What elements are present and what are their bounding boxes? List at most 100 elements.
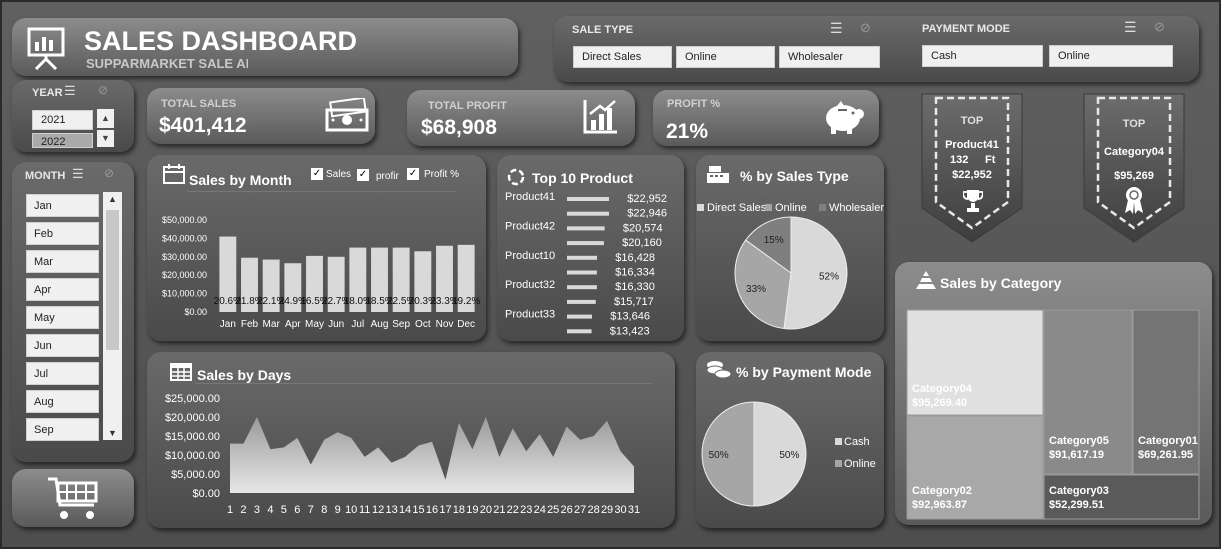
clear-filter-icon[interactable]: ⊘ bbox=[1154, 19, 1165, 34]
month-jan[interactable]: Jan bbox=[26, 194, 99, 217]
data-label: 21.8% bbox=[235, 296, 263, 307]
y-tick-label: Product33 bbox=[505, 309, 555, 321]
data-label: $16,428 bbox=[615, 252, 655, 264]
chart-title: Top 10 Product bbox=[532, 170, 633, 186]
top-category-value: $95,269 bbox=[1114, 170, 1154, 182]
legend-swatch bbox=[835, 460, 842, 467]
bar bbox=[567, 241, 604, 246]
multi-select-icon[interactable]: ☰ bbox=[72, 166, 84, 181]
year-2021[interactable]: 2021 bbox=[32, 110, 93, 130]
tile-value: $91,617.19 bbox=[1049, 449, 1104, 461]
x-tick-label: 7 bbox=[308, 504, 314, 516]
sales-by-category-treemap: Category04 $95,269.40 Category02 $92,963.87… bbox=[906, 309, 1200, 520]
scroll-down-button[interactable]: ▼ bbox=[108, 428, 117, 438]
x-tick-label: 1 bbox=[227, 504, 233, 516]
pie-slice bbox=[783, 216, 848, 330]
top-product-qty: 132 bbox=[950, 154, 969, 166]
x-tick-label: 23 bbox=[520, 504, 532, 516]
top-10-product-panel: Top 10 Product $22,952 Product41 $22,946 $2… bbox=[497, 155, 684, 341]
year-2022[interactable]: 2022 bbox=[32, 133, 93, 148]
chart-title: % by Payment Mode bbox=[736, 364, 872, 380]
dashboard-title: SALES DASHBOARD bbox=[84, 26, 358, 56]
top-product-value: $22,952 bbox=[952, 169, 992, 181]
kpi-value: $401,412 bbox=[159, 114, 247, 137]
multi-select-icon[interactable]: ☰ bbox=[1124, 19, 1137, 35]
multi-select-icon[interactable]: ☰ bbox=[64, 83, 76, 98]
month-jun[interactable]: Jun bbox=[26, 334, 99, 357]
clear-filter-icon[interactable]: ⊘ bbox=[98, 83, 109, 97]
data-label: 52% bbox=[819, 271, 839, 282]
treemap-tile bbox=[1043, 474, 1200, 520]
area-series bbox=[230, 417, 634, 493]
bar bbox=[436, 245, 453, 312]
data-label: $15,717 bbox=[614, 296, 654, 308]
scroll-up-button[interactable]: ▲ bbox=[97, 109, 114, 128]
data-label: $16,330 bbox=[615, 281, 655, 293]
bar bbox=[241, 257, 258, 312]
month-apr[interactable]: Apr bbox=[26, 278, 99, 301]
scroll-down-button[interactable]: ▼ bbox=[97, 130, 114, 147]
top-category-badge: TOP Category04 $95,269 bbox=[1076, 90, 1192, 246]
data-label: 24.9% bbox=[279, 296, 307, 307]
bar bbox=[371, 247, 388, 312]
month-feb[interactable]: Feb bbox=[26, 222, 99, 245]
clear-filter-icon[interactable]: ⊘ bbox=[104, 166, 115, 180]
x-tick-label: 29 bbox=[601, 504, 613, 516]
x-tick-label: 5 bbox=[281, 504, 287, 516]
sales-type-panel: % by Sales Type Direct Sales Online Wholes… bbox=[696, 155, 884, 341]
checkbox-checked-icon[interactable]: ✓ bbox=[311, 168, 323, 180]
sale-type-direct-sales[interactable]: Direct Sales bbox=[573, 46, 672, 68]
top-category-label: TOP bbox=[1122, 118, 1146, 130]
month-jul[interactable]: Jul bbox=[26, 362, 99, 385]
x-tick-label: Dec bbox=[457, 319, 475, 330]
chart-title: Sales by Days bbox=[197, 367, 292, 383]
month-sep[interactable]: Sep bbox=[26, 418, 99, 441]
y-tick-label: $10,000.00 bbox=[165, 450, 220, 462]
y-tick-label: Product42 bbox=[505, 220, 555, 232]
x-tick-label: 27 bbox=[574, 504, 586, 516]
y-tick-label: $15,000.00 bbox=[165, 431, 220, 443]
cart-button[interactable] bbox=[12, 469, 134, 527]
legend-label: Online bbox=[844, 458, 876, 470]
treemap-tile bbox=[1043, 309, 1133, 475]
x-tick-label: 13 bbox=[385, 504, 397, 516]
x-tick-label: Sep bbox=[392, 319, 410, 330]
sales-by-category-panel: Sales by Category Category04 $95,269.40 Ca… bbox=[895, 262, 1212, 525]
data-label: 18.0% bbox=[344, 296, 372, 307]
tile-label: Category02 bbox=[912, 485, 972, 497]
sale-type-label: SALE TYPE bbox=[572, 24, 634, 36]
bar bbox=[457, 244, 475, 312]
scroll-up-button[interactable]: ▲ bbox=[108, 194, 117, 204]
clear-filter-icon[interactable]: ⊘ bbox=[860, 20, 871, 35]
tile-label: Category05 bbox=[1049, 435, 1109, 447]
payment-cash[interactable]: Cash bbox=[922, 45, 1043, 67]
cash-register-icon bbox=[706, 164, 730, 189]
tile-value: $95,269.40 bbox=[912, 397, 967, 409]
month-aug[interactable]: Aug bbox=[26, 390, 99, 413]
sale-type-online[interactable]: Online bbox=[676, 46, 775, 68]
month-may[interactable]: May bbox=[26, 306, 99, 329]
top-product-label: TOP bbox=[960, 115, 984, 127]
x-tick-label: Oct bbox=[415, 319, 431, 330]
dashboard-subtitle: SUPPARMARKET SALE AI bbox=[86, 56, 248, 71]
calendar-grid-icon bbox=[170, 361, 192, 386]
scrollbar-thumb[interactable] bbox=[106, 210, 119, 350]
tile-label: Category04 bbox=[912, 383, 973, 395]
multi-select-icon[interactable]: ☰ bbox=[830, 20, 843, 36]
checkbox-checked-icon[interactable]: ✓ bbox=[407, 168, 419, 180]
header-panel: SALES DASHBOARD SUPPARMARKET SALE AI bbox=[12, 18, 518, 76]
data-label: $20,160 bbox=[622, 237, 662, 249]
data-label: 22.5% bbox=[387, 296, 415, 307]
data-label: 15% bbox=[764, 235, 784, 246]
legend-sales: Sales bbox=[326, 169, 352, 180]
month-mar[interactable]: Mar bbox=[26, 250, 99, 273]
data-label: 18.5% bbox=[365, 296, 393, 307]
checkbox-checked-icon[interactable]: ✓ bbox=[357, 169, 369, 181]
month-scrollbar[interactable]: ▲ ▼ bbox=[103, 192, 122, 440]
bar bbox=[284, 263, 302, 312]
payment-online[interactable]: Online bbox=[1049, 45, 1173, 67]
tile-value: $92,963.87 bbox=[912, 499, 967, 511]
sales-type-pie-chart: Direct Sales Online Wholesaler 52% 33% 15% bbox=[697, 202, 884, 330]
sale-type-wholesaler[interactable]: Wholesaler bbox=[779, 46, 880, 68]
x-tick-label: 3 bbox=[254, 504, 260, 516]
